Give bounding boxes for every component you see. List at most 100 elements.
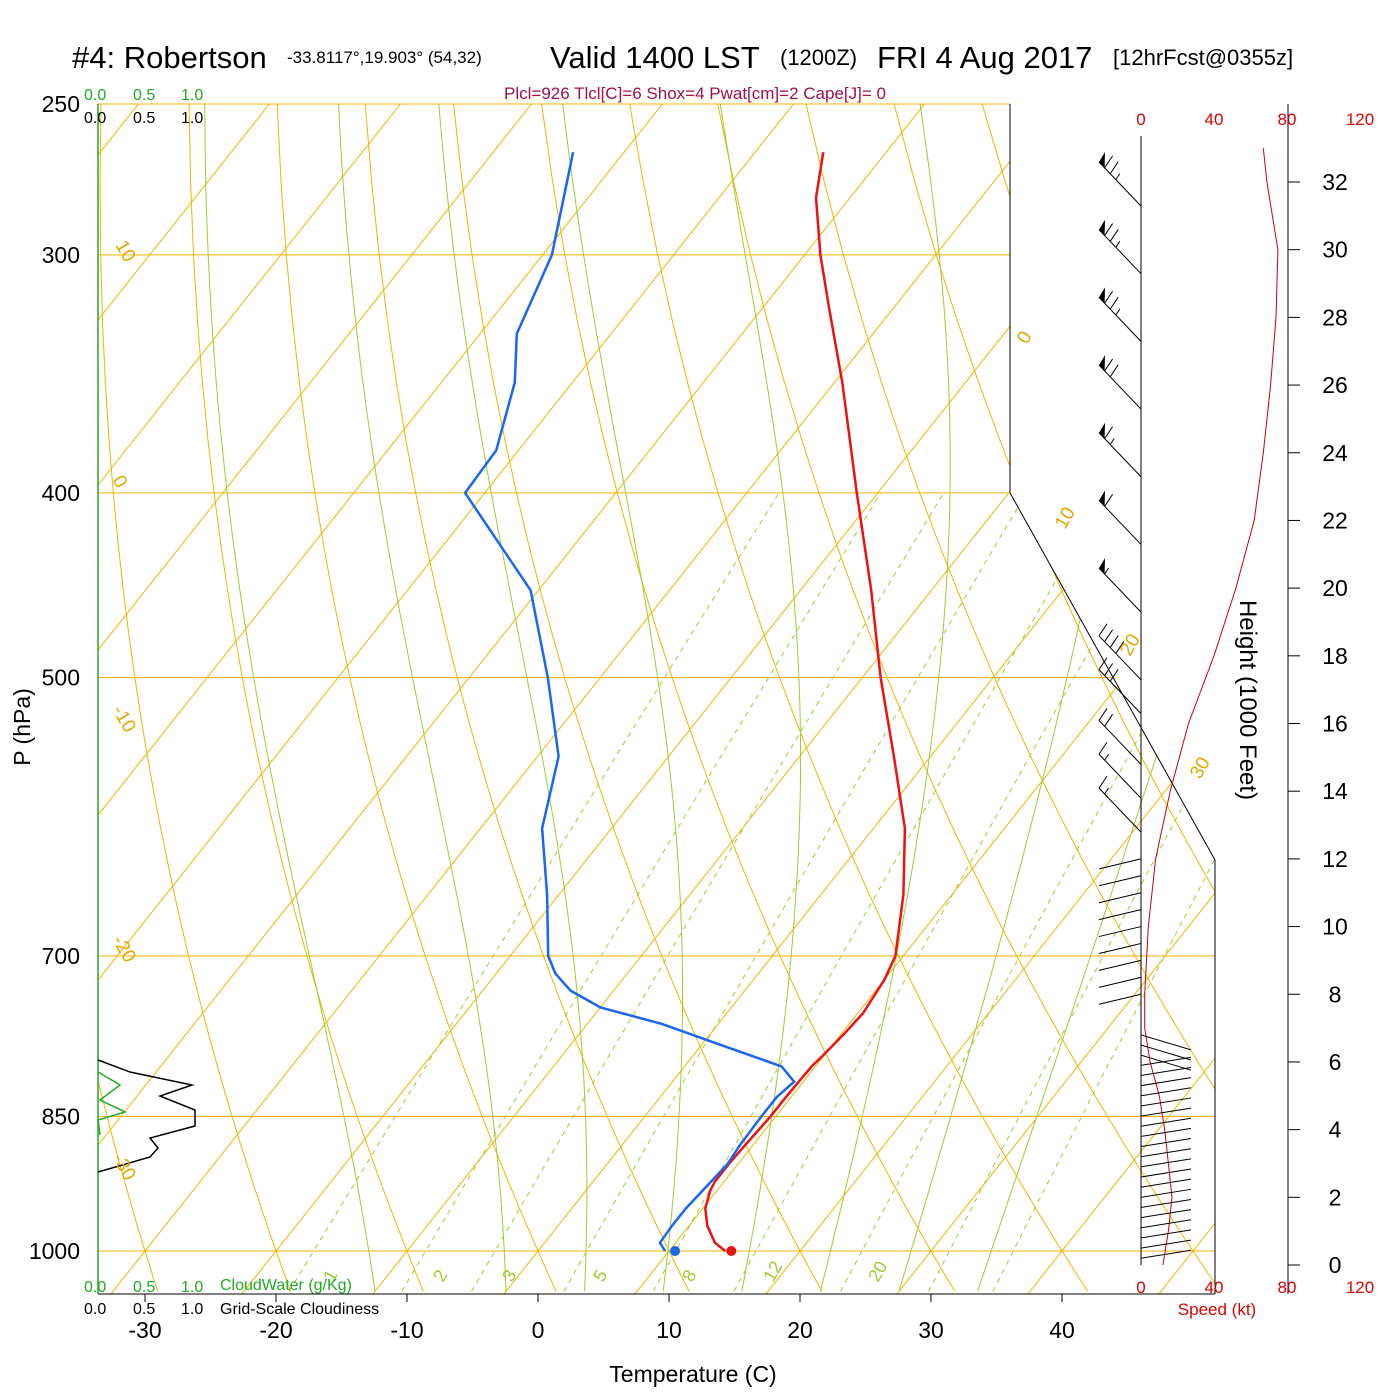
- low-barb-staff: [1140, 1127, 1192, 1137]
- barb-flag: [1099, 422, 1105, 439]
- moist-adiabat-line: [719, 104, 802, 1292]
- cloudiness-scale-bottom-1: 1.0: [181, 1301, 203, 1318]
- cloudiness-legend: Grid-Scale Cloudiness: [220, 1301, 379, 1318]
- low-barb-staff: [1140, 1219, 1192, 1229]
- barb-staff: [1098, 720, 1142, 765]
- height-tick-label: 4: [1329, 1117, 1342, 1143]
- barb-staff: [1098, 669, 1142, 715]
- surface-dewpoint-point: [670, 1246, 681, 1256]
- low-barb-staff: [1140, 1239, 1192, 1249]
- barb-feather: [1104, 663, 1114, 676]
- x-axis-title: Temperature (C): [609, 1361, 776, 1387]
- barb-feather: [1098, 775, 1108, 789]
- x-tick-label: 40: [1049, 1317, 1075, 1343]
- speed-tick-label-top: 40: [1205, 110, 1224, 129]
- barb-staff: [1098, 229, 1142, 275]
- dry-adiabat-line: [276, 104, 557, 1292]
- right-frame-diagonal: [1009, 492, 1216, 861]
- cloudiness-profile: [97, 1059, 196, 1173]
- low-barb-staff: [1140, 1138, 1192, 1148]
- low-barb-staff: [1098, 942, 1142, 954]
- barb-feather: [1104, 223, 1114, 236]
- barb-feather: [1098, 741, 1108, 755]
- moist-adiabat-line: [338, 104, 507, 1292]
- forecast-date: FRI 4 Aug 2017: [877, 40, 1092, 75]
- barb-feather: [1104, 426, 1114, 439]
- height-tick-label: 24: [1322, 440, 1348, 466]
- x-tick-label: 20: [787, 1317, 813, 1343]
- wind-barb: [1098, 287, 1142, 342]
- station-title: #4: Robertson: [72, 40, 267, 75]
- x-tick-label: -10: [390, 1317, 423, 1343]
- barb-half-feather: [1104, 787, 1110, 795]
- surface-temperature-point: [726, 1246, 737, 1256]
- wind-barb: [1098, 708, 1142, 765]
- barb-flag: [1099, 152, 1105, 168]
- isotherm-line: [98, 104, 321, 1294]
- barb-feather: [1109, 296, 1119, 310]
- speed-axis-title: Speed (kt): [1178, 1300, 1256, 1319]
- cloudiness-scale-top-05: 0.5: [133, 110, 155, 127]
- forecast-run: [12hrFcst@0355z]: [1113, 45, 1293, 70]
- barb-feather: [1104, 714, 1114, 727]
- pressure-tick-label: 400: [42, 480, 80, 506]
- low-barb-staff: [1098, 909, 1142, 921]
- pressure-tick-label: 500: [42, 665, 80, 691]
- profile-layer: [97, 151, 907, 1256]
- height-tick-label: 28: [1322, 304, 1348, 330]
- low-barb-staff: [1098, 993, 1142, 1005]
- low-barb-staff: [1140, 1209, 1192, 1219]
- cloudiness-scale-top-1: 1.0: [181, 110, 203, 127]
- low-barb-staff: [1140, 1107, 1192, 1117]
- wind-barb: [1098, 657, 1142, 715]
- pressure-tick-label: 300: [42, 242, 80, 268]
- low-barb-staff: [1140, 1056, 1192, 1066]
- barb-flag: [1099, 490, 1105, 507]
- mixing-ratio-line: [928, 492, 1215, 1292]
- speed-tick-label-top: 120: [1346, 110, 1374, 129]
- barb-half-feather: [1109, 438, 1115, 445]
- barb-staff: [1098, 567, 1142, 613]
- mixing-ratio-line: [288, 492, 780, 1292]
- low-barb-staff: [1140, 1087, 1192, 1097]
- barb-feather: [1109, 669, 1119, 682]
- mixing-ratio-line: [401, 492, 882, 1292]
- low-barb-staff: [1140, 1117, 1192, 1127]
- barb-staff: [1098, 635, 1142, 681]
- isotherm-line: [754, 104, 1215, 1294]
- height-tick-label: 10: [1322, 914, 1348, 940]
- barb-feather: [1104, 494, 1114, 507]
- low-barb-staff: [1098, 926, 1142, 938]
- low-barb-staff: [1140, 1148, 1192, 1158]
- valid-time: Valid 1400 LST: [550, 40, 760, 75]
- wind-barb: [1098, 558, 1142, 613]
- height-axis-title: Height (1000 Feet): [1234, 600, 1261, 800]
- isotherm-line: [98, 104, 1107, 1294]
- pressure-tick-label: 700: [42, 943, 80, 969]
- dry-adiabat-line: [629, 104, 1089, 1292]
- x-tick-label: 0: [532, 1317, 545, 1343]
- height-tick-label: 6: [1329, 1049, 1342, 1075]
- low-barb-staff: [1140, 1054, 1192, 1071]
- cloudwater-legend: CloudWater (g/Kg): [220, 1277, 352, 1294]
- moist-adiabat-line: [819, 104, 951, 1292]
- barb-staff: [1098, 432, 1142, 478]
- barb-half-feather: [1115, 173, 1121, 180]
- low-barb-staff: [1140, 1168, 1192, 1178]
- moist-adiabat-line: [977, 104, 1215, 1292]
- x-tick-label: 30: [918, 1317, 944, 1343]
- height-tick-label: 0: [1329, 1252, 1342, 1278]
- cloudiness-scale-bottom-05: 0.5: [133, 1301, 155, 1318]
- pressure-tick-label: 850: [42, 1104, 80, 1130]
- mixing-ratio-line: [992, 492, 1215, 1292]
- isotherm-line: [98, 104, 976, 1294]
- pressure-tick-label: 1000: [29, 1238, 80, 1264]
- station-location: -33.8117°,19.903° (54,32): [287, 48, 482, 67]
- cloudwater-scale-top-0: 0.0: [84, 87, 106, 104]
- barb-feather: [1104, 629, 1114, 642]
- mixing-ratio-line: [652, 492, 1108, 1292]
- cloudwater-profile: [97, 1071, 128, 1136]
- barb-staff: [1098, 161, 1142, 207]
- dry-adiabat-line: [99, 104, 292, 1292]
- height-tick-label: 18: [1322, 643, 1348, 669]
